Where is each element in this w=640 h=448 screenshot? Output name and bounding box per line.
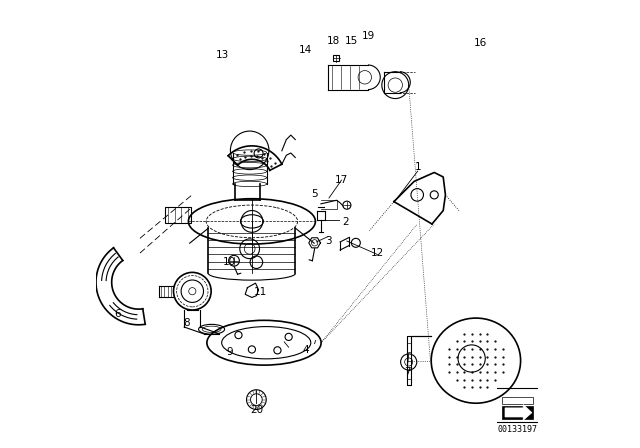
Polygon shape [502, 406, 533, 418]
Text: 15: 15 [345, 36, 358, 46]
Text: 3: 3 [324, 236, 332, 246]
Text: 14: 14 [299, 45, 312, 55]
Text: 2: 2 [342, 217, 349, 227]
Text: 1: 1 [414, 162, 421, 172]
Text: 00133197: 00133197 [497, 425, 537, 434]
Text: 17: 17 [335, 175, 348, 185]
Text: 19: 19 [362, 31, 375, 41]
Text: 10: 10 [223, 257, 236, 267]
Text: 12: 12 [371, 248, 384, 258]
Text: 18: 18 [327, 36, 340, 46]
Polygon shape [502, 397, 533, 404]
Text: 7: 7 [404, 367, 411, 377]
Text: 11: 11 [254, 287, 268, 297]
Polygon shape [505, 405, 532, 420]
Text: 16: 16 [474, 38, 487, 47]
Text: 8: 8 [183, 319, 190, 328]
Bar [164, 207, 191, 223]
Text: 13: 13 [216, 50, 229, 60]
Text: 5: 5 [311, 189, 318, 198]
Text: 20: 20 [250, 405, 263, 415]
Text: 9: 9 [226, 347, 233, 357]
Text: 4: 4 [302, 345, 309, 355]
Text: 6: 6 [114, 310, 121, 319]
